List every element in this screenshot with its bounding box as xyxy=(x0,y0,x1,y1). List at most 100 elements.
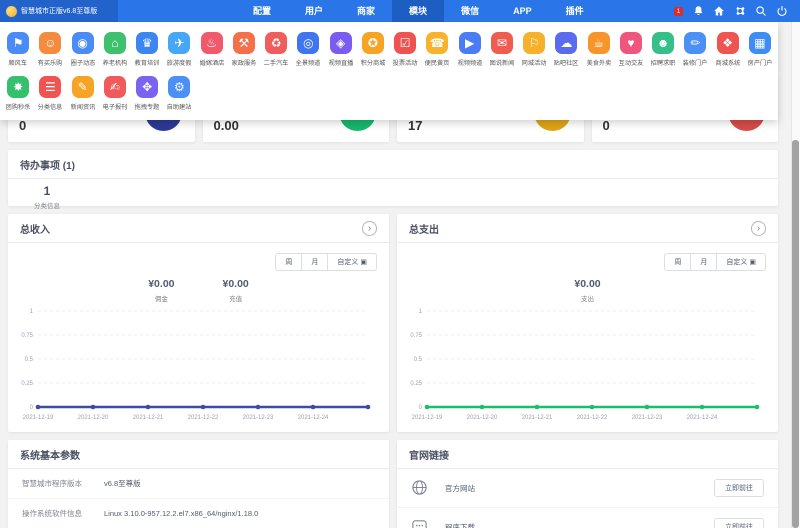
module-item-电子报刊[interactable]: ✍ 电子报刊 xyxy=(99,75,131,112)
module-label: 同城活动 xyxy=(521,60,547,67)
module-label: 圈子动态 xyxy=(70,60,95,67)
svg-text:0.5: 0.5 xyxy=(414,357,423,363)
amount-value: ¥0.00 xyxy=(222,278,249,290)
modules-mega-menu: ⚑ 顺风车 ☺ 有买乐购 ◉ 圈子动态 ⌂ 养老机构 ♛ 教育培训 ✈ 旅游度假 ♨ 婚嫁酒店 ⚒ 家政服务 ♻… xyxy=(0,22,778,120)
module-item-互动交友[interactable]: ♥ 互动交友 xyxy=(615,31,647,68)
menu-item-模块[interactable]: 模块 xyxy=(392,0,445,22)
period-button-周[interactable]: 周 xyxy=(664,253,692,271)
module-label: 互动交友 xyxy=(618,60,644,67)
hotel-icon: ♨ xyxy=(200,32,223,54)
module-item-拖拽专题[interactable]: ✥ 拖拽专题 xyxy=(131,75,163,112)
menu-item-配置[interactable]: 配置 xyxy=(253,6,272,16)
module-item-有买乐购[interactable]: ☺ 有买乐购 xyxy=(34,31,66,68)
module-label: 商城系统 xyxy=(715,60,740,67)
system-params-header: 系统基本参数 xyxy=(8,440,389,469)
chart-card-总收入: 总收入 › 周 月 自定义 ▣ ¥0.00 佣金 ¥0.00 充值 1 0.75 0.5 0.25 0 202… xyxy=(8,214,389,432)
calendar-icon: ▣ xyxy=(749,259,756,266)
site-link-label: 官方网站 xyxy=(445,483,475,493)
logo-icon xyxy=(6,5,17,17)
module-item-家政服务[interactable]: ⚒ 家政服务 xyxy=(228,31,260,68)
module-item-新闻资讯[interactable]: ✎ 新闻资讯 xyxy=(67,75,99,112)
site-link-row: 程序下载 立即前往 xyxy=(397,508,778,528)
menu-item-APP[interactable]: APP xyxy=(513,6,532,16)
module-item-圈子动态[interactable]: ◉ 圈子动态 xyxy=(67,31,99,68)
module-item-房产门户[interactable]: ▦ 房产门户 xyxy=(744,31,776,68)
panorama-icon: ◎ xyxy=(297,32,320,54)
period-button-月[interactable]: 月 xyxy=(302,253,329,271)
notification-badge[interactable]: 1 xyxy=(674,6,683,16)
module-item-贴吧社区[interactable]: ☁ 贴吧社区 xyxy=(550,31,582,68)
house-icon: ⌂ xyxy=(103,32,126,54)
go-now-button[interactable]: 立即前往 xyxy=(714,479,764,497)
power-icon[interactable] xyxy=(776,5,788,17)
module-item-同城活动[interactable]: ⚐ 同城活动 xyxy=(518,31,550,68)
module-item-旅游度假[interactable]: ✈ 旅游度假 xyxy=(163,31,195,68)
period-button-label: 自定义 xyxy=(726,259,748,266)
heart-icon: ♥ xyxy=(619,32,642,54)
module-item-便民黄页[interactable]: ☎ 便民黄页 xyxy=(421,31,453,68)
menu-item-微信[interactable]: 微信 xyxy=(461,6,480,16)
building-icon: ▦ xyxy=(748,32,771,54)
period-button-label: 周 xyxy=(285,259,293,266)
search-icon[interactable] xyxy=(755,5,767,17)
menu-item-商家[interactable]: 商家 xyxy=(357,6,376,16)
scrollbar-thumb[interactable] xyxy=(792,140,799,528)
module-item-招聘求职[interactable]: ☻ 招聘求职 xyxy=(647,31,679,68)
brand-title: 智慧城市正版v6.8至尊版 xyxy=(21,8,98,15)
module-label: 招聘求职 xyxy=(650,60,676,67)
system-params-card: 系统基本参数 智慧城市程序版本 v6.8至尊版 操作系统软件信息 Linux 3.10… xyxy=(8,440,389,528)
module-item-自助建站[interactable]: ⚙ 自助建站 xyxy=(163,75,195,112)
module-item-商城系统[interactable]: ❖ 商城系统 xyxy=(712,31,744,68)
svg-text:2021-12-23: 2021-12-23 xyxy=(632,415,663,421)
module-label: 新闻资讯 xyxy=(70,104,95,111)
module-item-二手汽车[interactable]: ♻ 二手汽车 xyxy=(260,31,292,68)
module-item-养老机构[interactable]: ⌂ 养老机构 xyxy=(99,31,131,68)
site-builder-icon: ⚙ xyxy=(168,76,191,98)
amount-value: ¥0.00 xyxy=(148,278,175,290)
module-item-全景频道[interactable]: ◎ 全景频道 xyxy=(292,31,324,68)
mail-news-icon: ✉ xyxy=(490,32,513,54)
gear-icon[interactable] xyxy=(734,5,746,17)
chevron-right-icon[interactable]: › xyxy=(362,220,377,236)
chevron-right-icon[interactable]: › xyxy=(751,220,766,236)
svg-text:1: 1 xyxy=(419,309,423,315)
menu-item-插件[interactable]: 插件 xyxy=(565,6,584,16)
period-button-周[interactable]: 周 xyxy=(275,253,303,271)
system-param-row: 智慧城市程序版本 v6.8至尊版 xyxy=(8,469,389,499)
site-link-label: 程序下载 xyxy=(445,522,475,528)
bell-icon[interactable] xyxy=(692,5,704,17)
period-button-月[interactable]: 月 xyxy=(691,253,718,271)
flag-icon: ⚐ xyxy=(523,32,546,54)
top-menu: 配置 用户 商家 模块 微信 APP 插件 xyxy=(236,0,601,22)
module-item-顺风车[interactable]: ⚑ 顺风车 xyxy=(2,31,34,68)
menu-item-用户[interactable]: 用户 xyxy=(305,6,324,16)
module-item-分类信息[interactable]: ☰ 分类信息 xyxy=(34,75,66,112)
todo-card: 待办事项 (1) 1 分类信息 xyxy=(8,150,778,210)
module-item-团购秒杀[interactable]: ✸ 团购秒杀 xyxy=(2,75,34,112)
brand[interactable]: 智慧城市正版v6.8至尊版 xyxy=(0,0,118,22)
module-item-视频直播[interactable]: ◈ 视频直播 xyxy=(325,31,357,68)
system-param-value: Linux 3.10.0-957.12.2.el7.x86_64/nginx/1… xyxy=(104,509,259,518)
module-item-婚嫁酒店[interactable]: ♨ 婚嫁酒店 xyxy=(196,31,228,68)
module-item-投票活动[interactable]: ☑ 投票活动 xyxy=(389,31,421,68)
module-item-图说新闻[interactable]: ✉ 图说新闻 xyxy=(486,31,518,68)
stat-value: 17 xyxy=(408,118,423,133)
home-icon[interactable] xyxy=(713,5,725,17)
svg-text:2021-12-20: 2021-12-20 xyxy=(467,415,498,421)
module-item-装修门户[interactable]: ✏ 装修门户 xyxy=(679,31,711,68)
period-button-自定义[interactable]: 自定义 ▣ xyxy=(328,253,377,271)
go-now-button[interactable]: 立即前往 xyxy=(714,518,764,528)
period-button-自定义[interactable]: 自定义 ▣ xyxy=(717,253,766,271)
phonebook-icon: ☎ xyxy=(426,32,449,54)
plane-icon: ✈ xyxy=(168,32,191,54)
module-item-美食外卖[interactable]: ☕ 美食外卖 xyxy=(583,31,615,68)
graduation-icon: ♛ xyxy=(136,32,159,54)
module-item-积分商城[interactable]: ✪ 积分商城 xyxy=(357,31,389,68)
todo-card-header: 待办事项 (1) xyxy=(8,150,778,179)
todo-item[interactable]: 1 分类信息 xyxy=(34,184,60,210)
svg-text:0.75: 0.75 xyxy=(21,333,33,339)
module-item-视频频道[interactable]: ▶ 视频频道 xyxy=(454,31,486,68)
module-item-教育培训[interactable]: ♛ 教育培训 xyxy=(131,31,163,68)
svg-text:0: 0 xyxy=(30,405,34,411)
